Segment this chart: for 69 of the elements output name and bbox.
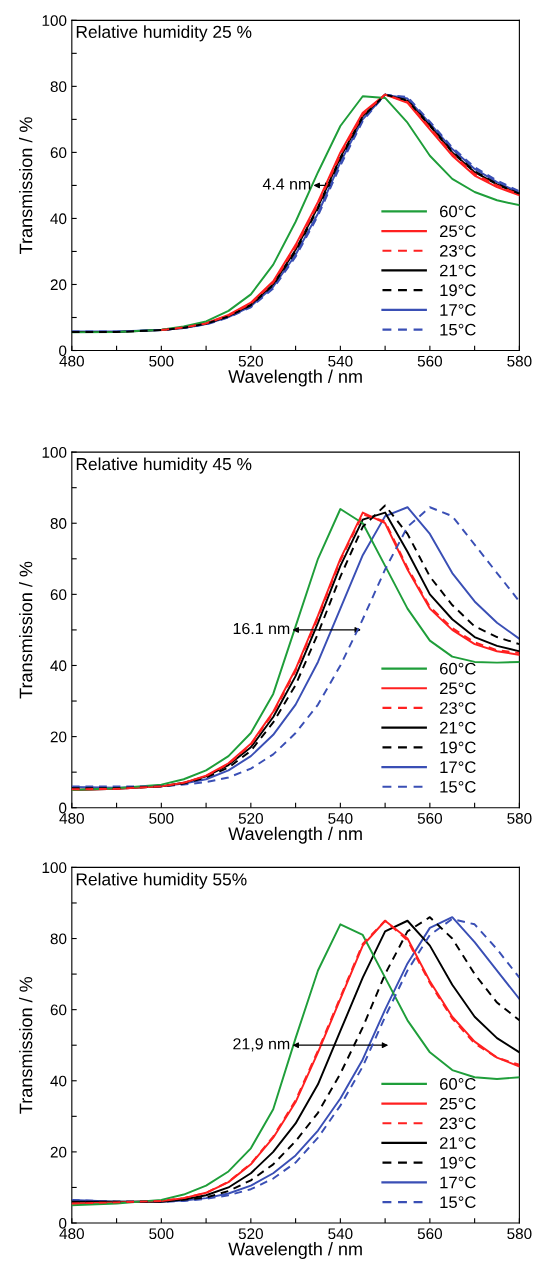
x-axis-title: Wavelength / nm [228, 1242, 362, 1259]
legend-label: 17°C [440, 304, 476, 316]
legend-label: 15°C [440, 323, 476, 336]
x-tick-label: 540 [328, 355, 353, 367]
y-tick-label: 100 [42, 862, 67, 874]
legend-label: 23°C [439, 244, 476, 257]
x-tick-label: 560 [417, 355, 443, 367]
x-tick-label: 480 [59, 355, 84, 367]
x-tick-label: 580 [507, 812, 532, 824]
y-tick-label: 20 [50, 279, 67, 291]
legend-label: 21°C [439, 1137, 476, 1149]
y-axis-title: Transmission / % [19, 117, 33, 254]
legend-label: 23°C [439, 702, 476, 714]
legend-label: 15°C [440, 780, 476, 793]
chart-title: Relative humidity 45 % [76, 457, 252, 474]
x-tick-label: 500 [149, 355, 174, 367]
y-axis-title: Transmission / % [19, 561, 33, 699]
x-tick-label: 500 [149, 1228, 174, 1240]
chart-title: Relative humidity 25 % [76, 25, 252, 42]
legend-label: 19°C [440, 1156, 476, 1169]
y-tick-label: 40 [50, 1075, 67, 1087]
y-tick-label: 60 [50, 589, 67, 601]
chart-title: Relative humidity 55% [76, 872, 247, 889]
legend-label: 25°C [439, 682, 476, 695]
y-tick-label: 20 [50, 731, 67, 743]
x-tick-label: 480 [59, 812, 84, 824]
x-tick-label: 520 [238, 355, 263, 367]
y-tick-label: 80 [50, 933, 67, 945]
legend-label: 60°C [440, 662, 476, 675]
x-axis-title: Wavelength / nm [228, 826, 362, 844]
legend-label: 25°C [439, 1097, 476, 1110]
legend-label: 21°C [439, 264, 476, 277]
y-tick-label: 60 [50, 147, 67, 159]
y-tick-label: 40 [50, 213, 67, 225]
y-tick-label: 100 [42, 15, 67, 27]
x-tick-label: 580 [507, 355, 532, 367]
annotation: 21,9 nm [233, 1038, 290, 1052]
annotation: 16.1 nm [233, 622, 290, 635]
legend-label: 23°C [439, 1117, 476, 1130]
x-tick-label: 560 [417, 1228, 443, 1240]
y-tick-label: 0 [59, 802, 67, 814]
x-tick-label: 560 [417, 812, 443, 824]
x-tick-label: 580 [507, 1228, 532, 1240]
legend-label: 60°C [440, 205, 476, 218]
x-tick-label: 520 [238, 812, 263, 824]
y-tick-label: 100 [42, 446, 67, 458]
y-tick-label: 40 [50, 660, 67, 672]
y-tick-label: 60 [50, 1004, 67, 1016]
legend-label: 19°C [440, 741, 476, 754]
legend-label: 25°C [439, 225, 476, 238]
x-axis-title: Wavelength / nm [228, 369, 362, 387]
legend-label: 17°C [440, 1176, 476, 1189]
x-tick-label: 540 [328, 1228, 353, 1240]
legend-label: 15°C [440, 1196, 476, 1209]
y-axis-title: Transmission / % [19, 976, 33, 1114]
legend-label: 21°C [439, 721, 476, 734]
x-tick-label: 500 [149, 812, 174, 824]
y-tick-label: 20 [50, 1146, 67, 1158]
annotation: 4.4 nm [262, 178, 311, 190]
y-tick-label: 80 [50, 518, 67, 529]
legend-label: 17°C [440, 761, 476, 774]
x-tick-label: 480 [59, 1228, 84, 1240]
legend-label: 19°C [440, 284, 476, 297]
y-tick-label: 0 [59, 1217, 67, 1229]
legend-label: 60°C [440, 1078, 476, 1090]
y-tick-label: 0 [59, 345, 67, 357]
x-tick-label: 520 [238, 1228, 263, 1240]
x-tick-label: 540 [328, 812, 353, 824]
y-tick-label: 80 [50, 81, 67, 93]
